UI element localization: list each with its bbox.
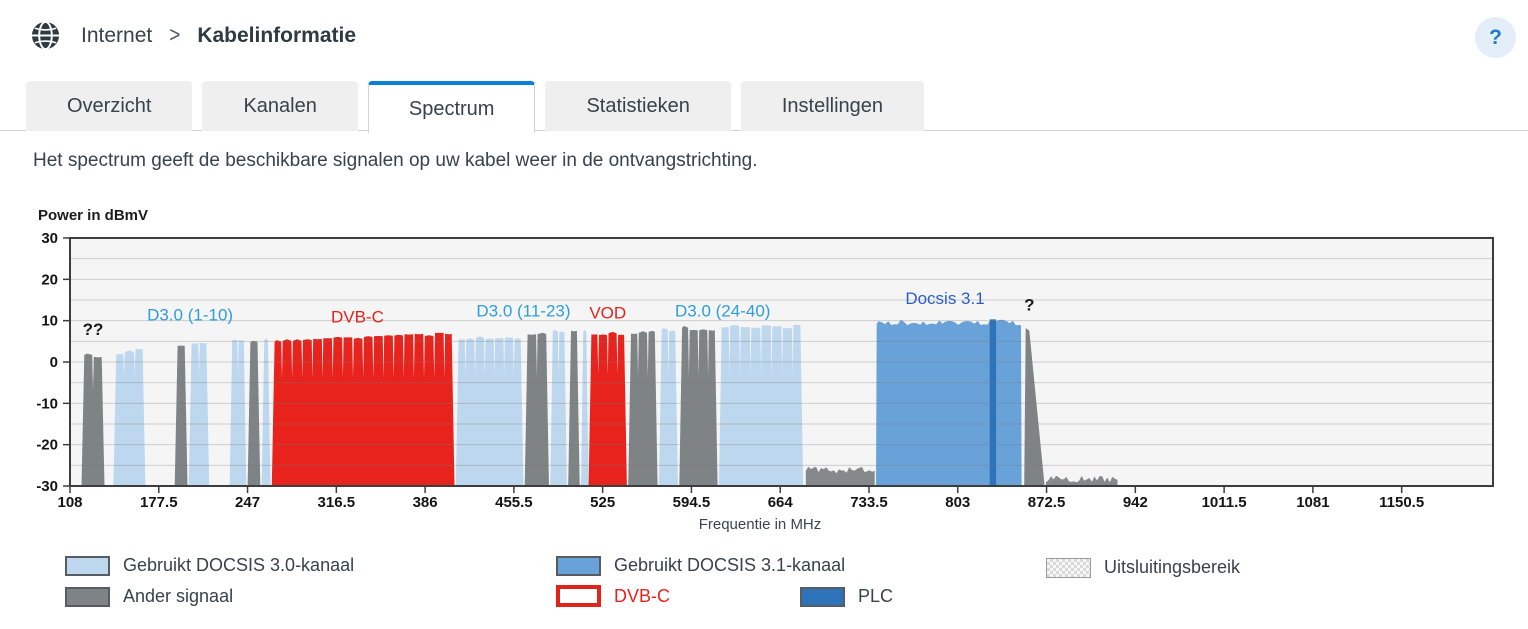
legend-label-other: Ander signaal: [123, 586, 234, 606]
x-tick-label: 386: [413, 494, 438, 511]
spectrum-segment-d30: [188, 342, 210, 486]
legend-swatch-d31: [556, 555, 601, 576]
spectrum-segment-other: [174, 345, 188, 486]
y-axis-label: Power in dBmV: [38, 207, 149, 224]
legend-label-dvbc: DVB-C: [614, 585, 671, 606]
spectrum-segment-plc: [989, 319, 997, 486]
spectrum-segment-d31: [876, 319, 1022, 486]
x-tick-label: 1011.5: [1202, 494, 1247, 511]
tab-bar: Overzicht Kanalen Spectrum Statistieken Inst…: [26, 81, 925, 133]
legend-swatch-excl: [1046, 557, 1091, 578]
spectrum-segment-noise: [1045, 475, 1118, 486]
spectrum-segment-other: [568, 330, 580, 486]
legend-swatch-other: [65, 586, 110, 607]
x-tick-label: 247: [235, 494, 260, 511]
chart-annotation: DVB-C: [331, 308, 384, 327]
legend-item-d31: Gebruikt DOCSIS 3.1-kanaal: [556, 555, 845, 576]
chart-annotation: ?: [1024, 295, 1034, 314]
tab-statistieken[interactable]: Statistieken: [545, 81, 731, 131]
legend-item-dvbc: DVB-C: [556, 585, 670, 607]
breadcrumb-internet[interactable]: Internet: [81, 23, 153, 47]
legend-swatch-d30: [65, 555, 110, 576]
y-tick-label: 10: [41, 313, 58, 330]
x-tick-label: 803: [945, 494, 970, 511]
spectrum-segment-other: [247, 340, 261, 486]
help-button[interactable]: ?: [1475, 17, 1516, 58]
y-tick-label: -10: [36, 395, 58, 412]
x-tick-label: 108: [57, 494, 82, 511]
legend-label-plc: PLC: [858, 586, 894, 606]
tab-overzicht[interactable]: Overzicht: [26, 81, 193, 131]
spectrum-segment-other: [628, 330, 658, 486]
x-tick-label: 942: [1123, 494, 1148, 511]
breadcrumb-current-page: Kabelinformatie: [197, 23, 357, 47]
legend-item-plc: PLC: [800, 586, 893, 607]
x-tick-label: 177.5: [140, 494, 178, 511]
chart-annotation: D3.0 (1-10): [147, 306, 233, 325]
legend-swatch-plc: [800, 586, 845, 607]
spectrum-segment-d30: [658, 328, 678, 486]
x-tick-label: 733.5: [850, 494, 888, 511]
legend-item-excl: Uitsluitingsbereik: [1046, 557, 1240, 578]
x-tick-label: 872.5: [1028, 494, 1066, 511]
spectrum-chart: 108 177.5 247 316.5 386 455.5 525 594.5 664 733.5…: [36, 232, 1494, 533]
spectrum-segment-dvbc: [271, 332, 455, 486]
spectrum-segment-d30: [455, 336, 524, 486]
legend-item-other: Ander signaal: [65, 586, 233, 607]
spectrum-segment-other: [679, 326, 718, 486]
chart-annotation: D3.0 (24-40): [675, 302, 770, 321]
spectrum-segment-dvbc: [588, 331, 627, 486]
spectrum-segment-peak: [1024, 328, 1045, 486]
tab-kanalen[interactable]: Kanalen: [202, 81, 358, 131]
x-tick-label: 1150.5: [1379, 494, 1424, 511]
spectrum-segment-d30: [261, 338, 271, 486]
tab-instellingen[interactable]: Instellingen: [740, 81, 925, 131]
legend-label-excl: Uitsluitingsbereik: [1104, 557, 1241, 577]
y-tick-label: 30: [41, 232, 58, 247]
legend-label-d31: Gebruikt DOCSIS 3.1-kanaal: [614, 555, 846, 575]
legend-swatch-dvbc: [556, 585, 601, 607]
legend-item-d30: Gebruikt DOCSIS 3.0-kanaal: [65, 555, 354, 576]
x-tick-label: 316.5: [318, 494, 356, 511]
spectrum-segment-d30: [581, 330, 589, 486]
spectrum-segment-other: [524, 332, 549, 486]
tab-spectrum[interactable]: Spectrum: [367, 81, 536, 133]
y-tick-label: 0: [50, 354, 58, 371]
spectrum-segment-other: [81, 353, 105, 486]
y-tick-label: -30: [36, 478, 58, 495]
spectrum-segment-d30: [229, 339, 247, 486]
chevron-right-icon: >: [169, 22, 181, 47]
x-tick-label: 664: [768, 494, 794, 511]
chart-annotation: D3.0 (11-23): [476, 302, 570, 321]
chart-legend: Gebruikt DOCSIS 3.0-kanaal Gebruikt DOCSI…: [0, 552, 1528, 627]
spectrum-segment-d30: [113, 348, 146, 486]
spectrum-segment-noise: [805, 466, 875, 486]
x-tick-label: 594.5: [673, 494, 711, 511]
x-tick-label: 1081: [1296, 494, 1329, 511]
y-tick-label: -20: [36, 437, 58, 454]
spectrum-segment-d30: [550, 329, 567, 486]
y-tick-label: 20: [41, 271, 58, 288]
chart-annotation: VOD: [589, 304, 626, 323]
x-tick-label: 455.5: [495, 494, 533, 511]
chart-annotation: ??: [83, 320, 104, 339]
page-description: Het spectrum geeft de beschikbare signal…: [33, 150, 758, 171]
x-tick-label: 525: [590, 494, 615, 511]
x-axis-label: Frequentie in MHz: [699, 516, 822, 533]
chart-annotation: Docsis 3.1: [905, 289, 984, 308]
globe-icon: [30, 20, 61, 51]
legend-label-d30: Gebruikt DOCSIS 3.0-kanaal: [123, 555, 355, 575]
spectrum-segment-d30: [718, 324, 804, 486]
breadcrumb: Internet > Kabelinformatie: [30, 20, 356, 51]
